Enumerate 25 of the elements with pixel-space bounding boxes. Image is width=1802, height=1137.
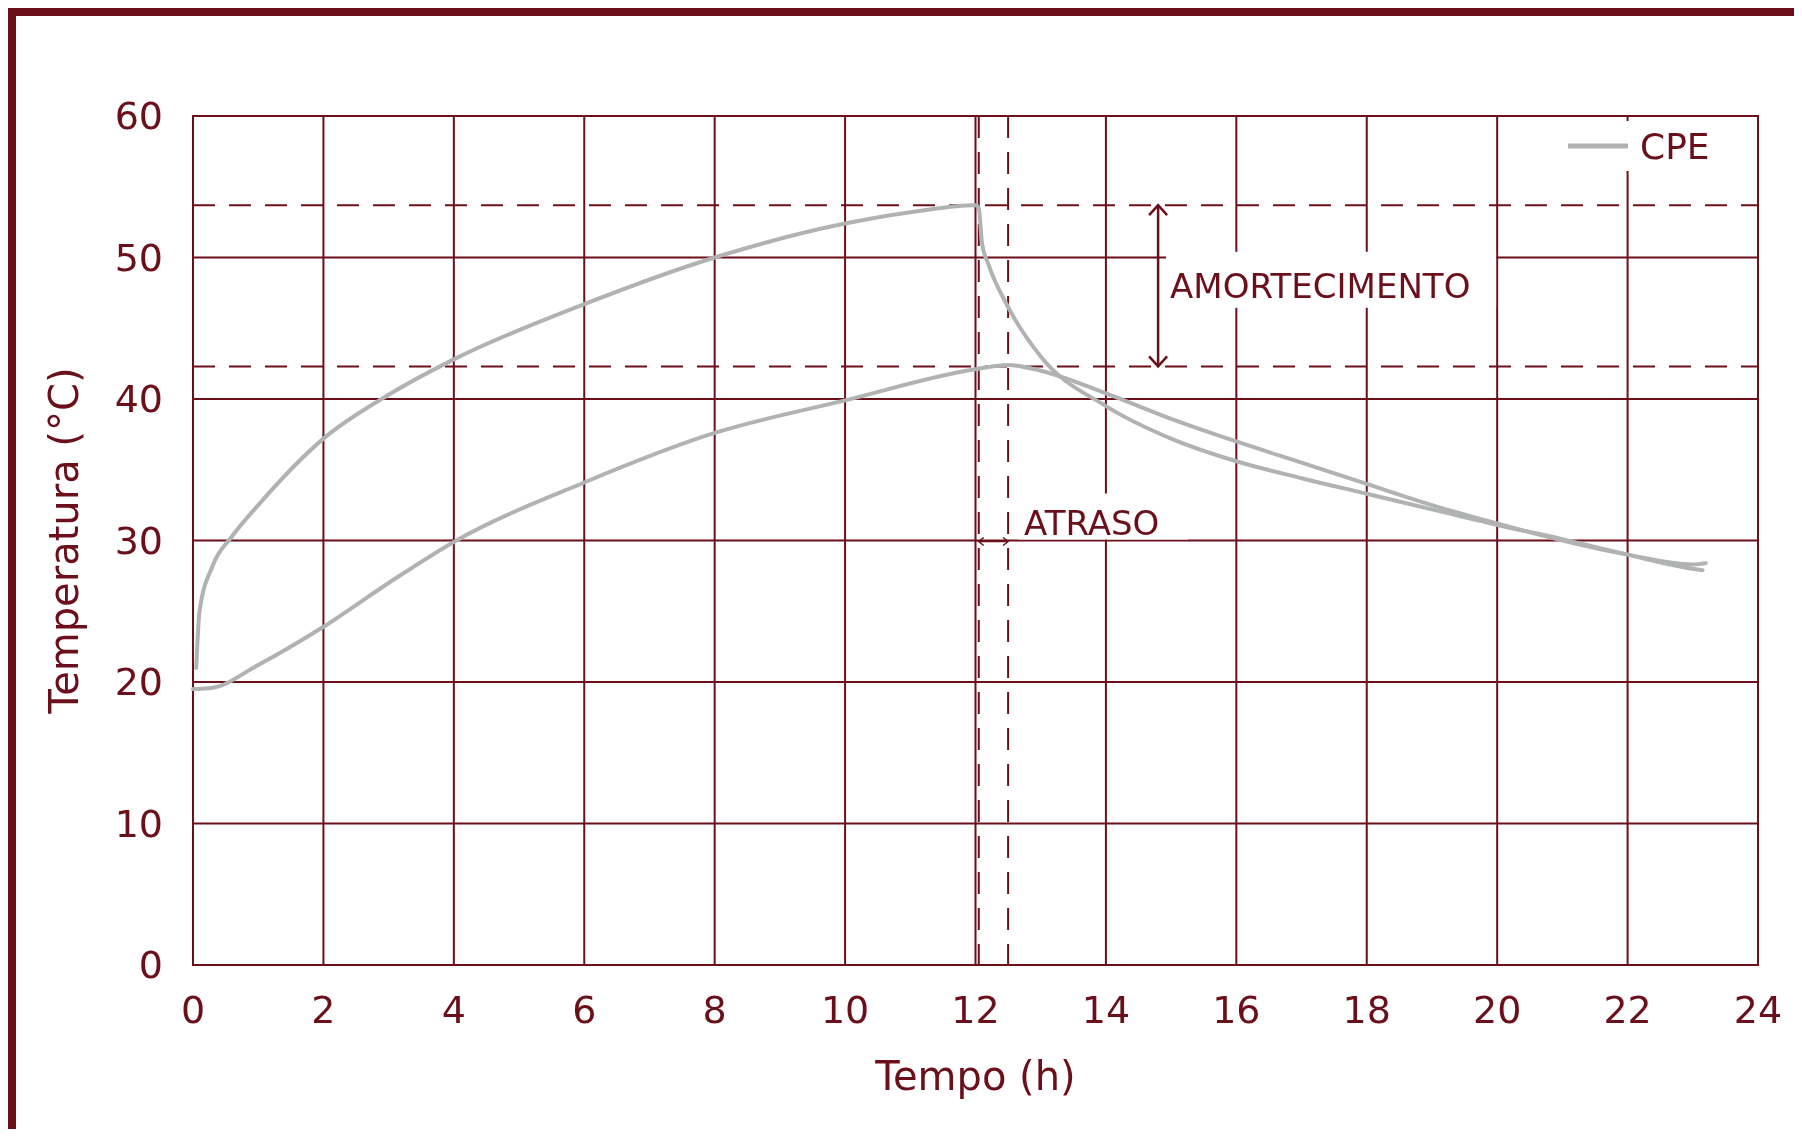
annotation: ATRASO bbox=[1024, 503, 1160, 544]
x-tick-label: 0 bbox=[180, 988, 206, 1032]
legend-label: CPE bbox=[1640, 125, 1710, 167]
y-tick-label: 60 bbox=[114, 94, 163, 139]
x-tick-label: 10 bbox=[820, 988, 870, 1032]
x-tick-label: 4 bbox=[441, 988, 466, 1032]
x-tick-label: 16 bbox=[1212, 988, 1261, 1032]
y-axis-title: Temperatura (°C) bbox=[41, 367, 87, 715]
y-tick-label: 30 bbox=[114, 518, 163, 563]
y-tick-label: 40 bbox=[114, 377, 163, 422]
y-tick-label: 20 bbox=[114, 660, 163, 705]
y-tick-label: 10 bbox=[114, 801, 163, 846]
x-tick-label: 6 bbox=[572, 988, 597, 1032]
y-tick-label: 0 bbox=[138, 943, 163, 988]
y-tick-label: 50 bbox=[114, 235, 163, 280]
x-tick-label: 12 bbox=[951, 988, 1000, 1032]
annotation: AMORTECIMENTO bbox=[1170, 265, 1471, 306]
x-tick-label: 24 bbox=[1733, 988, 1783, 1032]
x-tick-label: 2 bbox=[311, 988, 336, 1032]
x-tick-label: 8 bbox=[702, 988, 727, 1032]
x-tick-label: 22 bbox=[1603, 988, 1652, 1032]
x-tick-label: 18 bbox=[1342, 988, 1391, 1032]
x-tick-label: 20 bbox=[1472, 988, 1522, 1032]
x-tick-label: 14 bbox=[1081, 988, 1131, 1032]
x-axis-title: Tempo (h) bbox=[874, 1053, 1076, 1099]
